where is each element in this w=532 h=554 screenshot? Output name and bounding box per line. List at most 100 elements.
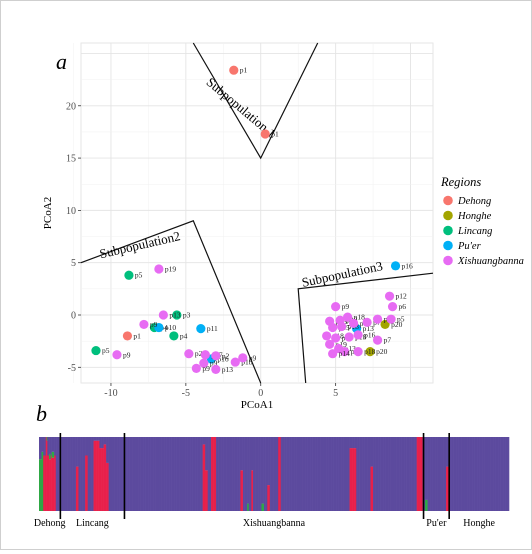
structure-bar-segment <box>159 437 161 511</box>
data-point <box>372 335 383 345</box>
structure-bar-segment <box>467 437 470 511</box>
structure-bar-segment <box>404 437 407 511</box>
structure-bar-segment <box>460 437 462 511</box>
structure-bar-segment <box>117 437 120 511</box>
data-point <box>91 345 101 356</box>
structure-bar-segment <box>354 437 356 449</box>
structure-bar-segment <box>446 466 448 511</box>
data-point <box>229 65 239 75</box>
structure-bar-segment <box>462 437 464 511</box>
structure-bar-segment <box>212 437 214 511</box>
structure-bar-segment <box>162 437 164 511</box>
structure-bar-segment <box>283 437 285 511</box>
structure-bar-segment <box>371 437 373 467</box>
structure-bar-segment <box>125 437 127 511</box>
structure-bar-segment <box>233 437 235 511</box>
structure-bar-segment <box>440 437 442 511</box>
legend-swatch <box>443 255 453 266</box>
structure-bar-segment <box>261 437 263 504</box>
structure-bar-segment <box>480 437 482 511</box>
structure-bar-segment <box>107 462 109 511</box>
structure-bar-segment <box>48 455 50 511</box>
structure-bar-segment <box>338 437 340 511</box>
structure-bar-segment <box>46 437 48 441</box>
structure-bar-segment <box>350 448 352 511</box>
structure-bar-segment <box>144 437 146 511</box>
structure-bar-segment <box>93 437 95 441</box>
structure-bar-segment <box>166 437 168 511</box>
structure-bar-segment <box>102 437 104 449</box>
legend-title: Regions <box>440 175 481 189</box>
structure-bar-segment <box>445 437 447 511</box>
data-point <box>380 319 390 330</box>
structure-bar-segment <box>241 437 243 471</box>
structure-bar-segment <box>453 437 455 511</box>
structure-bar-segment <box>475 437 477 511</box>
structure-bar-segment <box>135 437 137 511</box>
structure-bar-segment <box>42 437 44 452</box>
structure-bar-segment <box>138 437 141 511</box>
point-label: p9 <box>123 350 131 359</box>
structure-bar-segment <box>299 437 301 511</box>
structure-bar-segment <box>249 437 251 511</box>
structure-bar-segment <box>169 437 171 511</box>
point-label: p4 <box>160 323 168 332</box>
structure-bar-segment <box>101 448 104 511</box>
point-label: p9 <box>249 353 257 362</box>
structure-bar-segment <box>51 451 53 458</box>
panel-a-letter: a <box>56 49 67 74</box>
structure-bar-segment <box>467 437 469 511</box>
structure-bar-segment <box>263 437 266 511</box>
structure-bar-segment <box>295 437 297 511</box>
structure-bar-segment <box>98 440 100 511</box>
x-axis-title: PCoA1 <box>241 399 273 411</box>
structure-bar-segment <box>336 437 339 511</box>
structure-bar-segment <box>203 437 205 445</box>
structure-bar-segment <box>349 448 351 511</box>
structure-bar-segment <box>141 437 143 511</box>
structure-bar-segment <box>258 437 260 511</box>
structure-bar-segment <box>220 437 222 511</box>
structure-bar-segment <box>361 437 363 511</box>
x-tick-label: -5 <box>182 388 190 399</box>
structure-bar-segment <box>94 440 96 511</box>
structure-bar-segment <box>403 437 405 511</box>
structure-bar-segment <box>203 444 205 511</box>
structure-bar-segment <box>310 437 313 511</box>
structure-bar-segment <box>336 437 338 511</box>
structure-bar-segment <box>167 437 169 511</box>
structure-bar-segment <box>490 437 492 511</box>
data-point <box>365 347 375 357</box>
region-label: Xishuangbanna <box>243 518 306 529</box>
structure-bar-segment <box>462 437 464 511</box>
structure-bar-segment <box>326 437 328 511</box>
data-point <box>238 353 248 363</box>
structure-bar-segment <box>331 437 334 511</box>
structure-bar-segment <box>437 437 439 511</box>
structure-bar-segment <box>325 437 327 511</box>
structure-bar-segment <box>316 437 318 511</box>
structure-bar-segment <box>504 437 506 511</box>
structure-bar-segment <box>412 437 414 511</box>
structure-bar-segment <box>356 437 358 511</box>
structure-bar-segment <box>435 437 438 511</box>
structure-bar-segment <box>42 451 44 511</box>
region-label: Dehong <box>34 518 66 529</box>
structure-bar-segment <box>432 437 434 511</box>
structure-bar-segment <box>126 437 128 511</box>
structure-bar-segment <box>401 437 403 511</box>
point-label: p1 <box>240 66 248 75</box>
structure-bar-segment <box>368 437 370 511</box>
structure-bar-segment <box>137 437 139 511</box>
structure-bar-segment <box>348 437 350 511</box>
structure-bar-segment <box>328 437 330 511</box>
structure-bar-segment <box>389 437 391 511</box>
region-labels: Dehong Lincang Xishuangbanna Pu'er Honghe <box>34 518 496 529</box>
structure-bar-segment <box>300 437 302 511</box>
structure-bar-segment <box>70 437 72 511</box>
structure-bar-segment <box>321 437 323 511</box>
structure-bar-segment <box>318 437 320 511</box>
structure-bar-segment <box>343 437 345 511</box>
structure-bar-segment <box>44 437 46 456</box>
point-label: p16 <box>402 261 414 270</box>
